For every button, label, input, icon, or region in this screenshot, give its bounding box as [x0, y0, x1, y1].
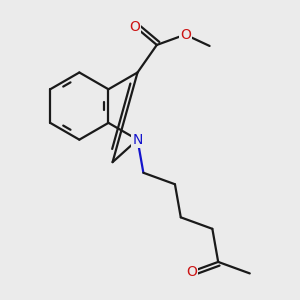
- Text: N: N: [132, 133, 143, 147]
- Text: O: O: [180, 28, 191, 42]
- Text: O: O: [186, 265, 197, 279]
- Text: O: O: [130, 20, 140, 34]
